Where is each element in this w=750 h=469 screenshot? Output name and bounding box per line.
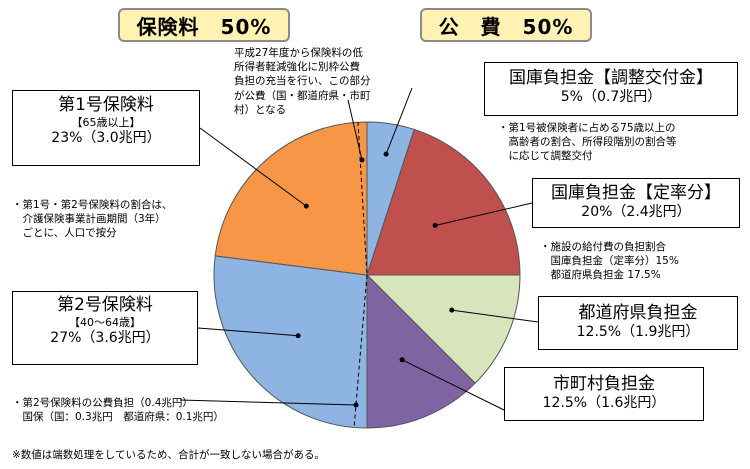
leader-prefecture-head: [449, 307, 455, 313]
pie-slice-prefecture: [365, 274, 521, 384]
box-k2-title: 第2号保険料: [57, 295, 153, 315]
dashed-divider-bottom: [353, 274, 368, 429]
footer-note: ※数値は端数処理をしているため、合計が一致しない場合がある。: [12, 449, 325, 461]
note-category-2-public: ・第2号保険料の公費負担（0.4兆円） 国保（国：0.3兆円 都道府県：0.1兆…: [12, 397, 224, 424]
box-todofuken-pct: 12.5%（1.9兆円）: [576, 324, 700, 341]
box-k1-pct: 23%（3.0兆円）: [51, 130, 161, 146]
leader-adjustment: [385, 87, 413, 155]
pie-slice-municipality: [366, 273, 476, 429]
leader-category-2-public-head: [353, 402, 359, 408]
leader-category-1: [199, 127, 307, 207]
note-adjustment-grant: ・第1号被保険者に占める75歳以上の 高齢者の割合、所得段階別の割合等 に応じて…: [498, 122, 677, 163]
leader-category-2: [197, 327, 299, 337]
leader-prefecture: [451, 309, 539, 323]
box-k2-sub: 【40～64歳】: [69, 316, 141, 330]
box-adjustment-grant: 国庫負担金【調整交付金】 5%（0.7兆円）: [484, 62, 738, 116]
box-k1-title: 第1号保険料: [58, 95, 154, 115]
leader-category-1-head: [303, 203, 309, 209]
box-teiritsu-title: 国庫負担金【定率分】: [551, 183, 721, 203]
box-todofuken-title: 都道府県負担金: [578, 303, 698, 323]
box-category-2-premium: 第2号保険料 【40～64歳】 27%（3.6兆円）: [12, 291, 198, 365]
leader-fixed-rate-head: [432, 223, 438, 229]
leader-municipality: [401, 359, 505, 411]
box-category-1-premium: 第1号保険料 【65歳以上】 23%（3.0兆円）: [12, 90, 200, 166]
header-premium: 保険料 50%: [118, 8, 290, 42]
box-municipality: 市町村負担金 12.5%（1.6兆円）: [504, 367, 704, 421]
note-premium-ratio: ・第1号・第2号保険料の割合は、 介護保険事業計画期間（3年） ごとに、人口で按…: [12, 199, 173, 240]
pie-slice-fixed-rate: [366, 128, 521, 276]
header-public: 公 費 50%: [420, 8, 592, 42]
box-fixed-rate: 国庫負担金【定率分】 20%（2.4兆円）: [532, 178, 740, 228]
note-fixed-rate: ・施設の給付費の負担割合 国庫負担金（定率分）15% 都道府県負担金 17.5%: [540, 241, 679, 282]
box-k1-sub: 【65歳以上】: [71, 116, 141, 130]
dashed-divider-top: [357, 121, 368, 276]
leader-note-top-head: [359, 157, 365, 163]
leader-adjustment-head: [383, 151, 389, 157]
box-teiritsu-pct: 20%（2.4兆円）: [581, 204, 691, 221]
leader-category-2-head: [295, 333, 301, 339]
box-chosei-pct: 5%（0.7兆円）: [560, 89, 662, 106]
leader-fixed-rate: [434, 202, 533, 227]
box-prefecture: 都道府県負担金 12.5%（1.9兆円）: [538, 296, 738, 350]
box-chosei-title: 国庫負担金【調整交付金】: [509, 68, 713, 88]
note-low-income: 平成27年度から保険料の低 所得者軽減強化に別枠公費 負担の充当を行い、この部分…: [234, 47, 371, 116]
box-k2-pct: 27%（3.6兆円）: [50, 330, 160, 346]
leader-note-top: [347, 99, 363, 161]
pie-slice-category-1: [214, 121, 368, 276]
leader-municipality-head: [399, 357, 405, 363]
leader-category-2-public: [179, 399, 357, 406]
box-shichoson-title: 市町村負担金: [553, 374, 655, 394]
pie-slice-category-2: [213, 255, 368, 429]
box-shichoson-pct: 12.5%（1.6兆円）: [542, 395, 666, 412]
